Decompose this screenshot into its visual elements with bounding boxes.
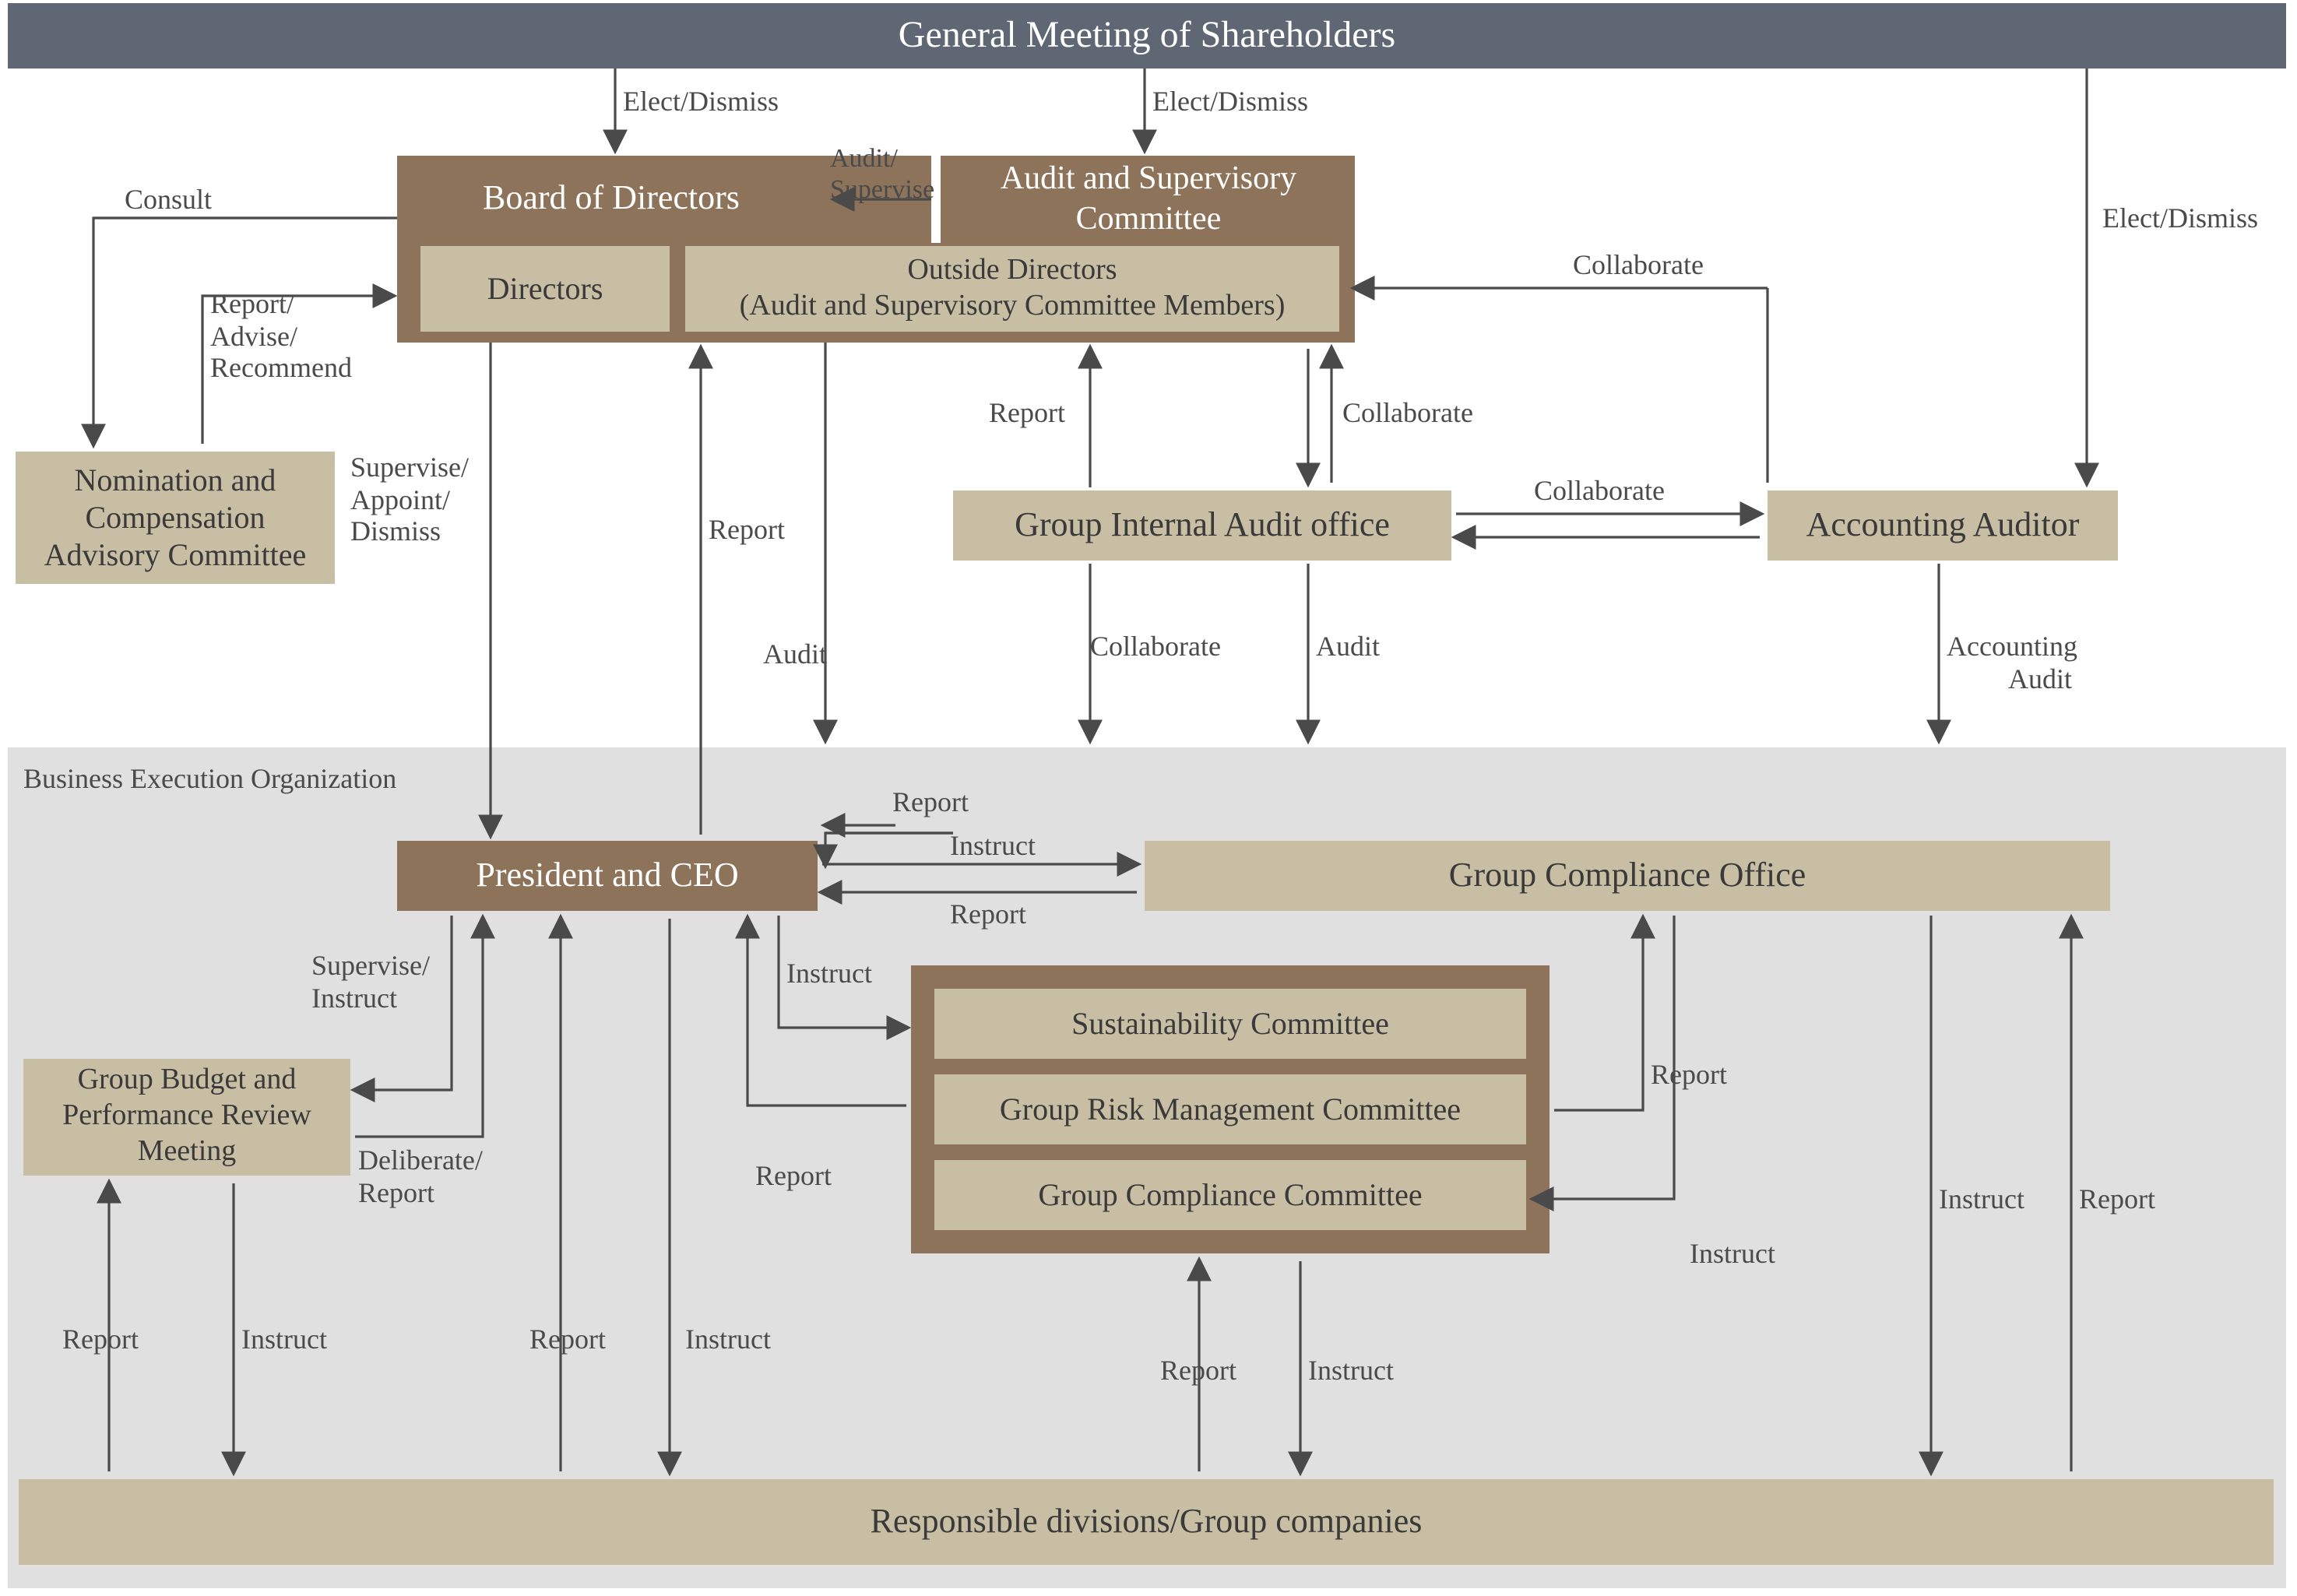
responsible-div-box: Responsible divisions/Group companies: [19, 1479, 2274, 1565]
lbl-collaborate1: Collaborate: [1573, 249, 1704, 281]
lbl-report2: Report: [989, 397, 1065, 429]
diagram-stage: Business Execution Organization General …: [0, 0, 2297, 1596]
audit-committee-text: Audit and Supervisory Committee: [1001, 160, 1296, 238]
nomination-text: Nomination and Compensation Advisory Com…: [44, 462, 307, 574]
risk-mgmt-text: Group Risk Management Committee: [1000, 1091, 1461, 1128]
lbl-elect3: Elect/Dismiss: [2102, 202, 2258, 234]
nomination-box: Nomination and Compensation Advisory Com…: [16, 452, 335, 584]
accounting-auditor-box: Accounting Auditor: [1768, 490, 2118, 561]
shareholders-box: General Meeting of Shareholders: [8, 3, 2286, 69]
board-title: Board of Directors: [397, 156, 825, 241]
board-divider: [931, 156, 941, 243]
lbl-consult: Consult: [125, 184, 212, 216]
budget-review-text: Group Budget and Performance Review Meet…: [62, 1064, 311, 1171]
internal-audit-box: Group Internal Audit office: [953, 490, 1451, 561]
president-ceo-text: President and CEO: [476, 856, 738, 897]
lbl-elect2: Elect/Dismiss: [1152, 86, 1308, 118]
risk-mgmt-box: Group Risk Management Committee: [934, 1074, 1526, 1144]
lbl-accounting-audit: Accounting Audit: [1947, 631, 2077, 695]
lbl-report1: Report: [709, 514, 785, 546]
compliance-committee-text: Group Compliance Committee: [1038, 1176, 1422, 1214]
lbl-report-advise: Report/ Advise/ Recommend: [210, 288, 352, 385]
compliance-office-text: Group Compliance Office: [1449, 856, 1806, 897]
budget-review-box: Group Budget and Performance Review Meet…: [23, 1059, 350, 1176]
directors-text: Directors: [487, 270, 603, 308]
lbl-collaborate2: Collaborate: [1342, 397, 1473, 429]
board-title-text: Board of Directors: [483, 178, 740, 220]
internal-audit-text: Group Internal Audit office: [1015, 505, 1390, 547]
lbl-audit2: Audit: [1316, 631, 1380, 663]
directors-box: Directors: [420, 246, 670, 332]
lbl-collaborate4: Collaborate: [1090, 631, 1221, 663]
compliance-office-box: Group Compliance Office: [1145, 841, 2110, 911]
lbl-audit1: Audit: [763, 638, 827, 670]
accounting-auditor-text: Accounting Auditor: [1806, 505, 2080, 547]
outside-directors-box: Outside Directors (Audit and Supervisory…: [685, 246, 1339, 332]
lbl-supervise-appoint: Supervise/ Appoint/ Dismiss: [350, 452, 469, 548]
president-ceo-box: President and CEO: [397, 841, 818, 911]
audit-committee-title: Audit and Supervisory Committee: [942, 156, 1355, 241]
outside-directors-text: Outside Directors (Audit and Supervisory…: [740, 253, 1286, 324]
lbl-elect1: Elect/Dismiss: [623, 86, 779, 118]
sustainability-box: Sustainability Committee: [934, 989, 1526, 1059]
shareholders-text: General Meeting of Shareholders: [899, 13, 1395, 58]
lbl-collaborate3: Collaborate: [1534, 475, 1665, 507]
responsible-div-text: Responsible divisions/Group companies: [871, 1502, 1423, 1543]
sustainability-text: Sustainability Committee: [1071, 1005, 1389, 1042]
compliance-committee-box: Group Compliance Committee: [934, 1160, 1526, 1230]
